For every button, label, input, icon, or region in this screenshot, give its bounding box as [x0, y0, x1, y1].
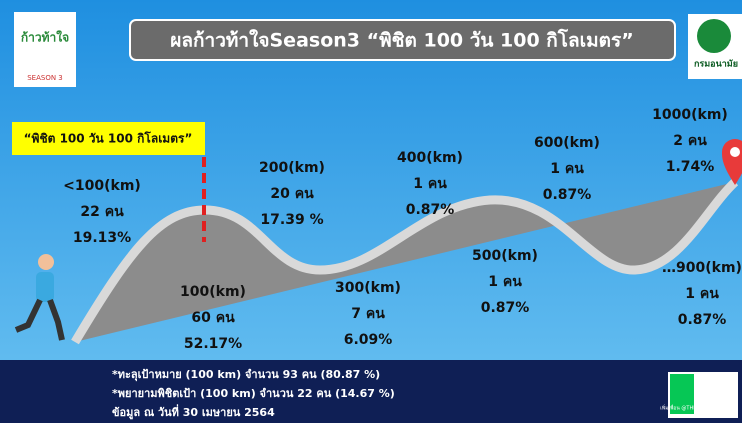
group-distance: …900(km): [662, 260, 742, 276]
group-count: 1 คน: [550, 161, 584, 177]
group-count: 60 คน: [191, 310, 235, 326]
group-distance: 100(km): [180, 284, 246, 300]
logo-left-sub: SEASON 3: [27, 74, 63, 82]
group-distance: 500(km): [472, 248, 538, 264]
group-distance: 400(km): [397, 150, 463, 166]
group-percent: 0.87%: [543, 187, 592, 203]
group-percent: 52.17%: [184, 336, 242, 352]
group-distance: 300(km): [335, 280, 401, 296]
finish-pin-dot: [730, 147, 740, 157]
banner: “พิชิต 100 วัน 100 กิโลเมตร”: [24, 131, 193, 146]
footer-line: ข้อมูล ณ วันที่ 30 เมษายน 2564: [112, 404, 275, 420]
footer-line: *ทะลุเป้าหมาย (100 km) จำนวน 93 คน (80.8…: [112, 368, 380, 382]
group-percent: 0.87%: [406, 202, 455, 218]
group-count: 20 คน: [270, 186, 314, 202]
footer-line: *พยายามพิชิตเป้า (100 km) จำนวน 22 คน (1…: [112, 387, 395, 400]
group-percent: 17.39 %: [260, 212, 323, 228]
group-count: 1 คน: [488, 274, 522, 290]
logo-left-text: ก้าวท้าใจ: [21, 30, 69, 45]
group-percent: 0.87%: [481, 300, 530, 316]
logo-emblem: [697, 19, 731, 53]
logo-right-text: กรมอนามัย: [694, 59, 738, 70]
group-count: 7 คน: [351, 306, 385, 322]
infographic: ก้าวท้าใจ SEASON 3 ผลก้าวท้าใจSeason3 “พ…: [0, 0, 742, 423]
group-count: 2 คน: [673, 133, 707, 149]
title: ผลก้าวท้าใจSeason3 “พิชิต 100 วัน 100 กิ…: [170, 29, 633, 52]
group-distance: <100(km): [63, 178, 141, 194]
group-distance: 1000(km): [652, 107, 728, 123]
group-count: 1 คน: [413, 176, 447, 192]
group-percent: 1.74%: [666, 159, 715, 175]
badge: เพิ่มเพื่อน @THNVR: [660, 405, 704, 412]
group-percent: 6.09%: [344, 332, 393, 348]
group-count: 1 คน: [685, 286, 719, 302]
group-percent: 19.13%: [73, 230, 131, 246]
group-percent: 0.87%: [678, 312, 727, 328]
page: ก้าวท้าใจ SEASON 3 ผลก้าวท้าใจSeason3 “พ…: [0, 0, 742, 423]
group-distance: 600(km): [534, 135, 600, 151]
group-distance: 200(km): [259, 160, 325, 176]
group-count: 22 คน: [80, 204, 124, 220]
